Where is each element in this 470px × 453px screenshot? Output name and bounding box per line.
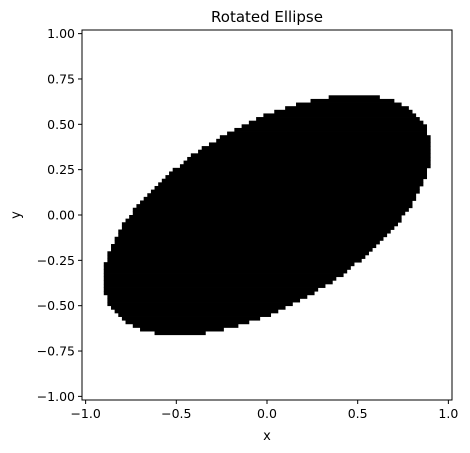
ellipse-cell-run <box>111 305 286 310</box>
ellipse-cell-run <box>158 182 424 187</box>
ellipse-cell-run <box>216 138 431 143</box>
x-tick-label: 0.5 <box>348 406 368 421</box>
ellipse-cell-run <box>143 196 417 201</box>
ellipse-cell-run <box>147 193 417 198</box>
x-tick-label: 1.0 <box>438 406 458 421</box>
ellipse-cell-run <box>103 276 337 281</box>
ellipse-mask <box>103 95 431 336</box>
y-tick-label: 0.00 <box>47 208 75 223</box>
ellipse-cell-run <box>179 164 431 169</box>
ellipse-cell-run <box>103 280 333 285</box>
ellipse-cell-run <box>111 244 377 249</box>
ellipse-cell-run <box>161 178 424 183</box>
ellipse-cell-run <box>256 117 420 122</box>
ellipse-cell-run <box>107 298 301 303</box>
ellipse-cell-run <box>169 171 428 176</box>
ellipse-cell-run <box>125 320 250 325</box>
y-tick-label: 0.50 <box>47 117 75 132</box>
ellipse-cell-run <box>140 327 224 332</box>
ellipse-cell-run <box>150 189 420 194</box>
ellipse-cell-run <box>172 167 428 172</box>
ellipse-cell-run <box>274 109 413 114</box>
ellipse-cell-run <box>103 273 344 278</box>
ellipse-cell-run <box>132 323 239 328</box>
ellipse-cell-run <box>114 309 279 314</box>
ellipse-cell-run <box>103 265 351 270</box>
y-tick-label: 0.75 <box>47 71 75 86</box>
y-tick-label: −0.50 <box>37 298 75 313</box>
ellipse-cell-run <box>183 160 431 165</box>
ellipse-cell-run <box>132 207 409 212</box>
ellipse-cell-run <box>121 225 395 230</box>
x-tick-label: −0.5 <box>161 406 191 421</box>
y-tick-label: −0.75 <box>37 344 75 359</box>
y-axis-label: y <box>9 211 24 219</box>
ellipse-cell-run <box>140 200 413 205</box>
y-tick-label: −0.25 <box>37 253 75 268</box>
ellipse-cell-run <box>190 153 431 158</box>
ellipse-cell-run <box>103 283 326 288</box>
ellipse-cell-run <box>114 236 384 241</box>
chart-title: Rotated Ellipse <box>211 8 323 26</box>
ellipse-cell-run <box>310 98 395 103</box>
ellipse-cell-run <box>285 106 409 111</box>
ellipse-cell-run <box>103 269 348 274</box>
ellipse-cell-run <box>107 254 366 259</box>
ellipse-cell-run <box>328 95 380 100</box>
ellipse-cell-run <box>118 229 391 234</box>
ellipse-cell-run <box>227 131 428 136</box>
x-tick-label: −1.0 <box>70 406 100 421</box>
ellipse-cell-run <box>125 218 402 223</box>
ellipse-cell-run <box>107 294 308 299</box>
ellipse-cell-run <box>219 135 431 140</box>
ellipse-cell-run <box>198 149 431 154</box>
ellipse-cell-run <box>107 258 362 263</box>
ellipse-cell-run <box>234 127 428 132</box>
ellipse-cell-run <box>154 185 420 191</box>
ellipse-cell-run <box>208 142 431 147</box>
ellipse-cell-run <box>201 146 431 151</box>
ellipse-cell-run <box>136 204 413 209</box>
ellipse-cell-run <box>103 291 315 296</box>
ellipse-cell-run <box>118 312 272 317</box>
ellipse-cell-run <box>154 331 206 336</box>
x-axis-label: x <box>263 429 271 444</box>
ellipse-cell-run <box>187 156 431 161</box>
ellipse-cell-run <box>132 211 406 216</box>
ellipse-cell-run <box>103 262 355 267</box>
ellipse-cell-run <box>296 102 402 107</box>
ellipse-cell-run <box>114 240 380 245</box>
x-tick-label: 0.0 <box>257 406 277 421</box>
ellipse-cell-run <box>107 251 369 256</box>
y-tick-label: 0.25 <box>47 162 75 177</box>
ellipse-cell-run <box>165 175 428 180</box>
ellipse-cell-run <box>103 287 319 292</box>
ellipse-cell-run <box>263 113 417 118</box>
ellipse-cell-run <box>121 222 398 227</box>
ellipse-cell-run <box>107 302 293 307</box>
ellipse-cell-run <box>248 120 424 125</box>
ellipse-cell-run <box>129 215 402 220</box>
ellipse-cell-run <box>118 233 388 238</box>
ellipse-cell-run <box>241 124 428 129</box>
ellipse-cell-run <box>111 247 373 252</box>
x-axis: −1.0 −0.5 0.0 0.5 1.0 <box>70 400 458 421</box>
y-tick-label: 1.00 <box>47 26 75 41</box>
plot-area <box>81 29 453 401</box>
y-axis: −1.00 −0.75 −0.50 −0.25 0.00 0.25 0.50 0.75 1.00 <box>37 26 82 404</box>
ellipse-cell-run <box>121 316 261 321</box>
y-tick-label: −1.00 <box>37 389 75 404</box>
